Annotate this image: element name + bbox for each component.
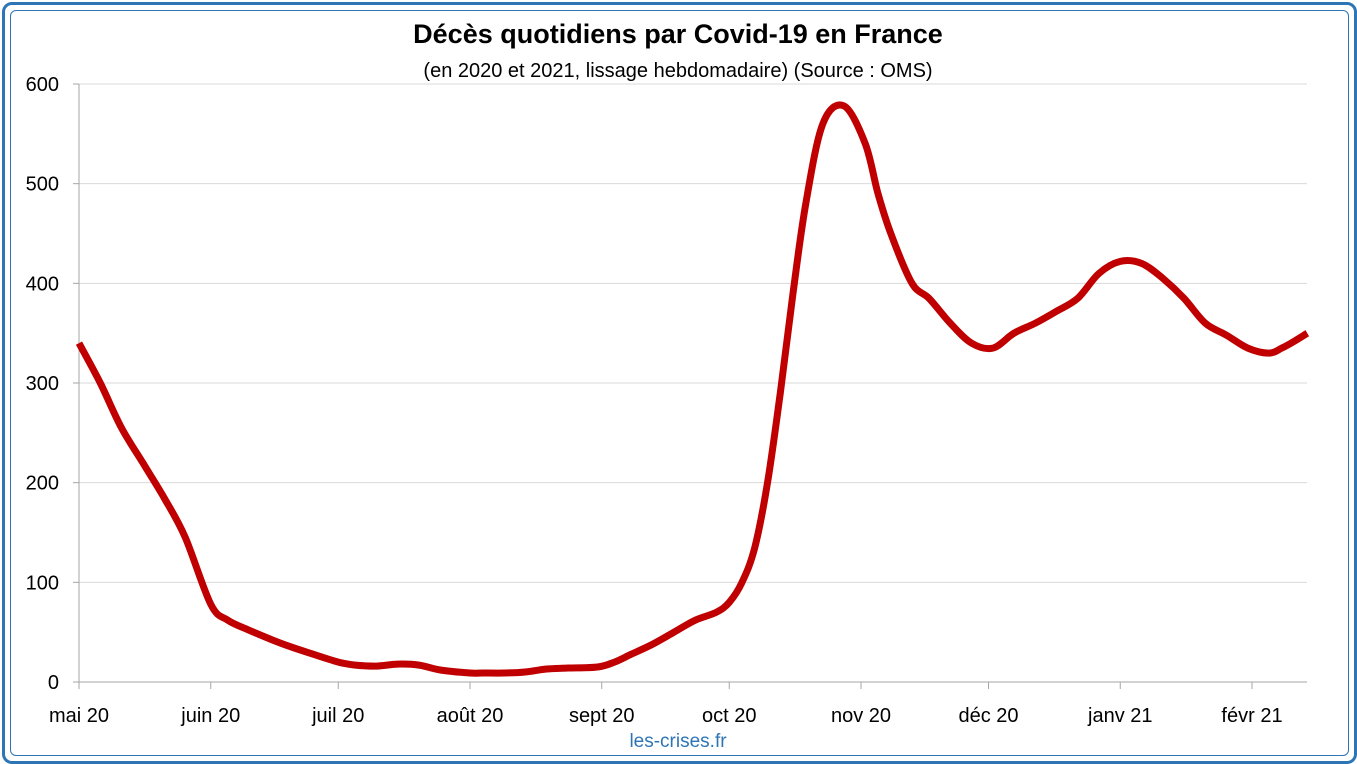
series-group bbox=[75, 101, 1310, 677]
y-tick-label: 400 bbox=[26, 273, 59, 295]
y-tick-label: 300 bbox=[26, 373, 59, 395]
axes bbox=[73, 83, 1307, 689]
series-line bbox=[75, 101, 1310, 677]
x-tick-label: sept 20 bbox=[569, 705, 635, 727]
x-tick-label: mai 20 bbox=[49, 705, 109, 727]
y-tick-label: 500 bbox=[26, 174, 59, 196]
y-tick-labels: 0 100 200 300 400 500 600 bbox=[26, 74, 59, 694]
y-tick-label: 100 bbox=[26, 572, 59, 594]
x-tick-label: août 20 bbox=[437, 705, 504, 727]
x-tick-label: déc 20 bbox=[958, 705, 1018, 727]
chart-subtitle: (en 2020 et 2021, lissage hebdomadaire) … bbox=[423, 60, 932, 82]
gridlines bbox=[79, 83, 1307, 583]
chart-title: Décès quotidiens par Covid-19 en France bbox=[413, 19, 943, 49]
x-tick-label: juil 20 bbox=[311, 705, 364, 727]
chart-inner-border bbox=[10, 10, 1349, 756]
y-tick-label: 200 bbox=[26, 473, 59, 495]
x-tick-label: oct 20 bbox=[702, 705, 756, 727]
source-note: les-crises.fr bbox=[629, 731, 727, 752]
x-tick-label: févr 21 bbox=[1221, 705, 1282, 727]
x-tick-label: nov 20 bbox=[831, 705, 891, 727]
x-tick-label: janv 21 bbox=[1087, 705, 1153, 727]
x-tick-labels: mai 20 juin 20 juil 20 août 20 sept 20 oct 20… bbox=[49, 705, 1283, 727]
x-tick-label: juin 20 bbox=[180, 705, 240, 727]
y-tick-label: 600 bbox=[26, 74, 59, 96]
y-tick-label: 0 bbox=[48, 672, 59, 694]
